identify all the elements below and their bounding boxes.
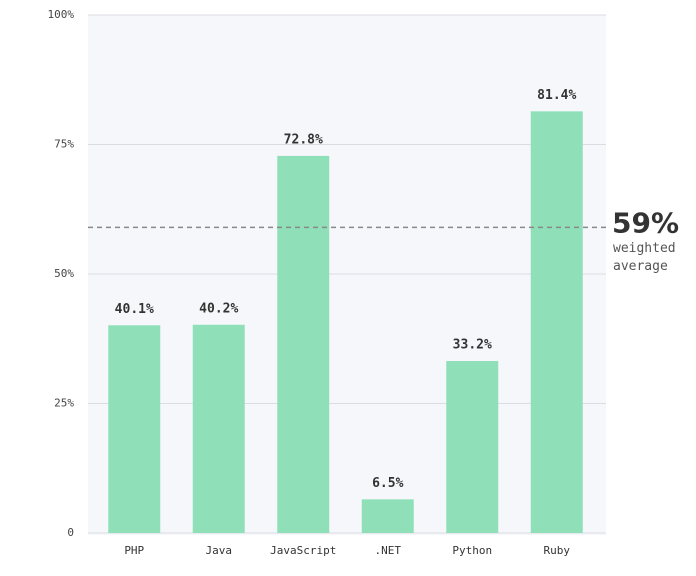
x-tick-label: Ruby	[544, 544, 571, 557]
y-tick-label: 100%	[48, 8, 75, 21]
x-tick-label: Python	[452, 544, 492, 557]
average-text: average	[613, 259, 668, 274]
y-tick-label: 75%	[54, 138, 74, 151]
data-label: 40.1%	[115, 302, 154, 317]
bar	[277, 155, 330, 533]
data-label: 40.2%	[199, 301, 238, 316]
y-tick-label: 25%	[54, 397, 74, 410]
average-label: 59%	[612, 206, 679, 239]
bar	[446, 361, 499, 533]
x-tick-label: PHP	[124, 544, 144, 557]
bar	[192, 324, 245, 533]
y-tick-label: 0	[67, 526, 74, 539]
plot-background	[88, 15, 606, 535]
data-label: 33.2%	[453, 338, 492, 353]
x-tick-label: JavaScript	[270, 544, 336, 557]
bar	[108, 325, 161, 533]
x-tick-label: Java	[206, 544, 233, 557]
average-text: weighted	[613, 241, 676, 256]
bar	[361, 499, 414, 533]
x-tick-label: .NET	[375, 544, 402, 557]
data-label: 72.8%	[284, 132, 323, 147]
bar	[530, 111, 583, 534]
y-tick-label: 50%	[54, 267, 74, 280]
data-label: 81.4%	[537, 88, 576, 103]
data-label: 6.5%	[372, 476, 403, 491]
